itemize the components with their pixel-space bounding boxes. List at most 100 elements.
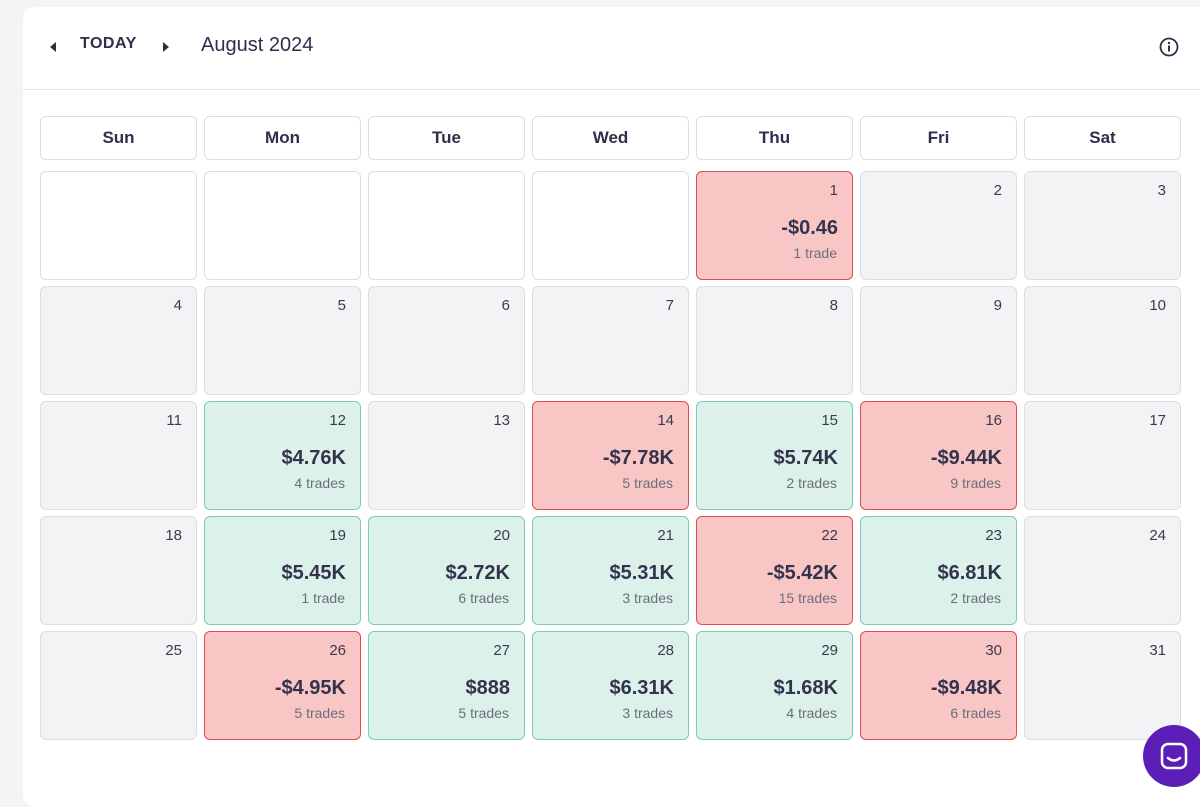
day-pnl-value: -$5.42K xyxy=(766,562,838,584)
day-cell-25[interactable]: 25 xyxy=(40,631,197,740)
day-cell-11[interactable]: 11 xyxy=(40,401,197,510)
day-cell-17[interactable]: 17 xyxy=(1024,401,1181,510)
day-trade-count: 6 trades xyxy=(950,705,1001,721)
day-cell-8[interactable]: 8 xyxy=(696,286,853,395)
day-cell-7[interactable]: 7 xyxy=(532,286,689,395)
day-trade-count: 3 trades xyxy=(622,705,673,721)
next-month-button[interactable] xyxy=(156,36,176,58)
day-number: 26 xyxy=(329,642,346,659)
day-number: 7 xyxy=(665,297,674,314)
day-cell-31[interactable]: 31 xyxy=(1024,631,1181,740)
day-number: 10 xyxy=(1149,297,1166,314)
day-pnl-value: -$9.44K xyxy=(930,447,1002,469)
day-trade-count: 1 trade xyxy=(301,590,345,606)
day-cell-12[interactable]: 12 $4.76K 4 trades xyxy=(204,401,361,510)
prev-month-button[interactable] xyxy=(43,36,63,58)
day-cell-16[interactable]: 16 -$9.44K 9 trades xyxy=(860,401,1017,510)
day-trade-count: 5 trades xyxy=(294,705,345,721)
day-cell-13[interactable]: 13 xyxy=(368,401,525,510)
day-number: 25 xyxy=(165,642,182,659)
day-number: 15 xyxy=(821,412,838,429)
weekday-wed: Wed xyxy=(532,116,689,160)
day-cell-6[interactable]: 6 xyxy=(368,286,525,395)
day-trade-count: 2 trades xyxy=(950,590,1001,606)
day-number: 6 xyxy=(501,297,510,314)
day-cell-5[interactable]: 5 xyxy=(204,286,361,395)
day-cell-15[interactable]: 15 $5.74K 2 trades xyxy=(696,401,853,510)
day-cell-28[interactable]: 28 $6.31K 3 trades xyxy=(532,631,689,740)
day-cell-21[interactable]: 21 $5.31K 3 trades xyxy=(532,516,689,625)
day-number: 11 xyxy=(166,412,182,429)
day-trade-count: 3 trades xyxy=(622,590,673,606)
day-pnl-value: $5.74K xyxy=(773,447,839,469)
info-circle-icon xyxy=(1159,37,1179,57)
day-pnl-value: -$4.95K xyxy=(274,677,346,699)
day-number: 23 xyxy=(985,527,1002,544)
day-trade-count: 1 trade xyxy=(793,245,837,261)
weekday-sun: Sun xyxy=(40,116,197,160)
day-pnl-value: -$9.48K xyxy=(930,677,1002,699)
day-trade-count: 9 trades xyxy=(950,475,1001,491)
day-pnl-value: $6.31K xyxy=(609,677,675,699)
day-pnl-value: $5.45K xyxy=(281,562,347,584)
day-pnl-value: $4.76K xyxy=(281,447,347,469)
day-number: 28 xyxy=(657,642,674,659)
calendar-card: TODAY August 2024 Sun Mon Tue Wed Thu Fri Sat … xyxy=(23,7,1200,807)
day-number: 12 xyxy=(329,412,346,429)
day-number: 20 xyxy=(493,527,510,544)
day-cell-3[interactable]: 3 xyxy=(1024,171,1181,280)
chat-launcher-button[interactable] xyxy=(1143,725,1200,787)
day-cell-10[interactable]: 10 xyxy=(1024,286,1181,395)
day-number: 30 xyxy=(985,642,1002,659)
day-number: 21 xyxy=(657,527,674,544)
day-number: 14 xyxy=(657,412,674,429)
day-pnl-value: $888 xyxy=(465,677,511,699)
empty-day-cell xyxy=(204,171,361,280)
day-cell-24[interactable]: 24 xyxy=(1024,516,1181,625)
day-pnl-value: $1.68K xyxy=(773,677,839,699)
empty-day-cell xyxy=(532,171,689,280)
day-number: 3 xyxy=(1157,182,1166,199)
day-cell-19[interactable]: 19 $5.45K 1 trade xyxy=(204,516,361,625)
day-cell-14[interactable]: 14 -$7.78K 5 trades xyxy=(532,401,689,510)
day-number: 31 xyxy=(1149,642,1166,659)
day-pnl-value: -$0.46 xyxy=(781,217,838,239)
day-pnl-value: -$7.78K xyxy=(602,447,674,469)
day-cell-26[interactable]: 26 -$4.95K 5 trades xyxy=(204,631,361,740)
today-button[interactable]: TODAY xyxy=(80,35,137,52)
day-cell-29[interactable]: 29 $1.68K 4 trades xyxy=(696,631,853,740)
weekday-tue: Tue xyxy=(368,116,525,160)
caret-left-icon xyxy=(50,42,56,52)
day-trade-count: 4 trades xyxy=(786,705,837,721)
day-cell-22[interactable]: 22 -$5.42K 15 trades xyxy=(696,516,853,625)
day-cell-20[interactable]: 20 $2.72K 6 trades xyxy=(368,516,525,625)
day-cell-2[interactable]: 2 xyxy=(860,171,1017,280)
day-number: 29 xyxy=(821,642,838,659)
day-cell-27[interactable]: 27 $888 5 trades xyxy=(368,631,525,740)
day-cell-23[interactable]: 23 $6.81K 2 trades xyxy=(860,516,1017,625)
day-number: 8 xyxy=(829,297,838,314)
day-cell-30[interactable]: 30 -$9.48K 6 trades xyxy=(860,631,1017,740)
chat-bubble-icon xyxy=(1160,742,1188,770)
day-number: 5 xyxy=(337,297,346,314)
day-trade-count: 5 trades xyxy=(622,475,673,491)
day-pnl-value: $5.31K xyxy=(609,562,675,584)
day-cell-18[interactable]: 18 xyxy=(40,516,197,625)
day-number: 16 xyxy=(985,412,1002,429)
day-number: 9 xyxy=(993,297,1002,314)
info-button[interactable] xyxy=(1159,37,1179,57)
calendar-header: TODAY August 2024 xyxy=(23,7,1200,90)
day-cell-1[interactable]: 1 -$0.46 1 trade xyxy=(696,171,853,280)
day-cell-4[interactable]: 4 xyxy=(40,286,197,395)
day-trade-count: 5 trades xyxy=(458,705,509,721)
day-cell-9[interactable]: 9 xyxy=(860,286,1017,395)
day-number: 4 xyxy=(173,297,182,314)
empty-day-cell xyxy=(368,171,525,280)
day-number: 18 xyxy=(165,527,182,544)
empty-day-cell xyxy=(40,171,197,280)
day-pnl-value: $2.72K xyxy=(445,562,511,584)
day-number: 22 xyxy=(821,527,838,544)
weekday-thu: Thu xyxy=(696,116,853,160)
day-trade-count: 6 trades xyxy=(458,590,509,606)
day-number: 17 xyxy=(1149,412,1166,429)
